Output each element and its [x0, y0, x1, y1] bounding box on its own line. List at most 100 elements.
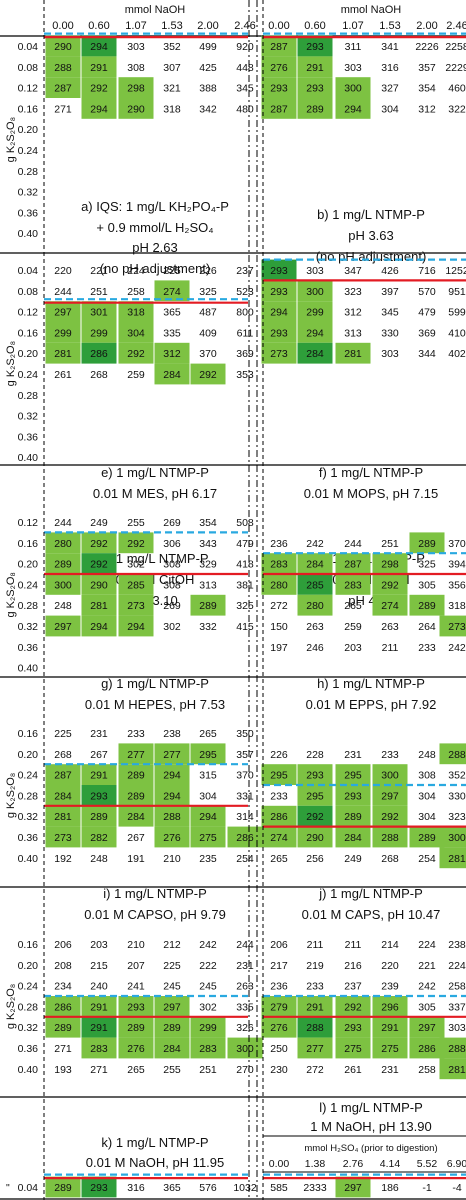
cell-value: 217	[270, 960, 288, 972]
cell-value: 211	[345, 939, 362, 951]
cell-shade	[335, 98, 371, 119]
cell-shade	[118, 98, 154, 119]
cell-value: 289	[127, 790, 145, 802]
cell-value: 277	[163, 749, 181, 761]
cell-value: 289	[90, 811, 108, 823]
cell-shade	[335, 764, 371, 785]
cell-value: 273	[448, 621, 466, 633]
cell-value: 365	[163, 307, 181, 319]
cell-value: 2226	[415, 41, 439, 53]
cell-value: 293	[270, 286, 288, 298]
cell-value: 302	[199, 1001, 217, 1013]
cell-shade	[154, 342, 190, 364]
cell-value: 487	[199, 307, 217, 319]
cell-value: 327	[381, 83, 399, 95]
cell-value: 274	[381, 600, 399, 612]
cell-value: 291	[381, 1022, 399, 1034]
cell-shade	[118, 785, 154, 806]
cell-shade	[118, 77, 154, 98]
cell-value: 316	[381, 62, 399, 74]
cell-value: 426	[381, 265, 399, 277]
cell-value: 206	[270, 939, 288, 951]
y-tick-label: 0.04	[18, 1182, 39, 1194]
cell-value: 304	[418, 811, 436, 823]
cell-value: 294	[199, 811, 217, 823]
y-tick-label: 0.04	[18, 41, 39, 53]
cell-value: 244	[344, 538, 362, 550]
y-tick-label: 0.40	[18, 228, 39, 240]
cell-value: 251	[199, 1064, 217, 1076]
cell-value: 226	[199, 265, 217, 277]
x-tick-label: 2.46	[446, 20, 466, 32]
cell-value: 276	[270, 62, 288, 74]
y-tick-label: 0.24	[18, 981, 39, 993]
cell-shade	[297, 826, 333, 848]
cell-value: 224	[127, 265, 145, 277]
cell-shade	[409, 594, 445, 616]
cell-value: 294	[344, 103, 362, 115]
cell-value: 238	[163, 728, 181, 740]
cell-value: 291	[90, 1001, 108, 1013]
cell-shade	[81, 764, 117, 785]
cell-value: 293	[270, 265, 288, 277]
cell-shade	[45, 532, 81, 554]
cell-value: 356	[448, 579, 466, 591]
cell-value: 248	[54, 600, 72, 612]
cell-shade	[81, 35, 117, 57]
cell-value: 289	[54, 1022, 72, 1034]
cell-shade	[154, 764, 190, 785]
cell-shade	[45, 764, 81, 785]
cell-shade	[45, 342, 81, 364]
cell-shade	[335, 805, 371, 827]
cell-value: 350	[236, 728, 254, 740]
cell-value: 325	[418, 559, 436, 571]
cell-value: 297	[381, 790, 399, 802]
cell-value: 330	[381, 327, 399, 339]
cell-shade	[261, 98, 297, 119]
cell-value: 284	[127, 811, 145, 823]
panel-caption: 0.01 M CAPS, pH 10.47	[302, 907, 441, 922]
cell-shade	[81, 805, 117, 827]
cell-shade	[261, 301, 297, 322]
cell-value: 304	[381, 103, 399, 115]
cell-shade	[261, 1016, 297, 1038]
cell-value: 238	[448, 939, 466, 951]
cell-shade	[154, 785, 190, 806]
cell-value: 354	[199, 517, 217, 529]
cell-value: 295	[344, 770, 362, 782]
cell-value: 2258	[445, 41, 466, 53]
cell-value: 275	[381, 1043, 399, 1055]
cell-value: 293	[127, 1001, 145, 1013]
cell-value: 233	[127, 728, 145, 740]
y-axis-label: g K₂S₂O₈	[5, 572, 17, 618]
cell-value: 221	[418, 960, 436, 972]
cell-value: 318	[127, 307, 145, 319]
cell-value: 370	[448, 538, 466, 550]
y-tick-label: 0.28	[18, 390, 39, 402]
cell-shade	[409, 1037, 445, 1059]
cell-shade	[261, 322, 297, 343]
cell-shade	[297, 805, 333, 827]
cell-value: 357	[236, 749, 254, 761]
cell-value: 206	[54, 939, 72, 951]
cell-shade	[439, 1037, 466, 1059]
cell-value: 280	[54, 538, 72, 550]
cell-shade	[261, 56, 297, 78]
cell-shade	[372, 996, 408, 1017]
cell-value: 322	[448, 103, 466, 115]
cell-value: 304	[418, 790, 436, 802]
cell-value: 225	[54, 728, 72, 740]
cell-value: 236	[270, 538, 288, 550]
cell-value: 214	[381, 939, 399, 951]
cell-shade	[45, 826, 81, 848]
cell-value: 345	[236, 83, 254, 95]
x-tick-label: 6.90	[447, 1158, 466, 1170]
y-tick-label: 0.40	[18, 663, 39, 675]
cell-value: 343	[199, 538, 217, 550]
cell-value: 272	[306, 1064, 324, 1076]
panel-caption: k) 1 mg/L NTMP-P	[101, 1135, 208, 1150]
cell-shade	[335, 77, 371, 98]
cell-value: 248	[418, 749, 436, 761]
cell-value: 263	[381, 621, 399, 633]
